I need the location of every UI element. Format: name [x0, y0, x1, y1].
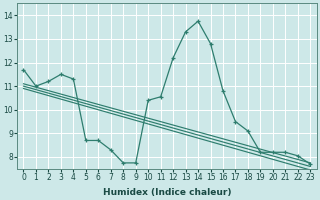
- X-axis label: Humidex (Indice chaleur): Humidex (Indice chaleur): [103, 188, 231, 197]
